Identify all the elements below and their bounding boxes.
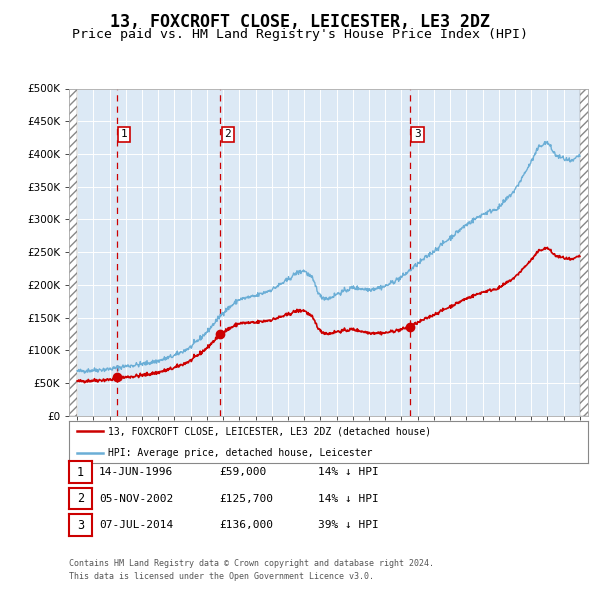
Text: 1: 1: [77, 466, 84, 478]
Text: Contains HM Land Registry data © Crown copyright and database right 2024.: Contains HM Land Registry data © Crown c…: [69, 559, 434, 568]
Text: 13, FOXCROFT CLOSE, LEICESTER, LE3 2DZ: 13, FOXCROFT CLOSE, LEICESTER, LE3 2DZ: [110, 13, 490, 31]
Bar: [580, 88, 590, 416]
Text: 14-JUN-1996: 14-JUN-1996: [99, 467, 173, 477]
Text: 13, FOXCROFT CLOSE, LEICESTER, LE3 2DZ (detached house): 13, FOXCROFT CLOSE, LEICESTER, LE3 2DZ (…: [108, 427, 431, 436]
Text: 1: 1: [121, 129, 128, 139]
Text: £136,000: £136,000: [219, 520, 273, 530]
Text: 14% ↓ HPI: 14% ↓ HPI: [318, 467, 379, 477]
Bar: [69, 88, 77, 416]
Text: 3: 3: [77, 519, 84, 532]
Text: 07-JUL-2014: 07-JUL-2014: [99, 520, 173, 530]
Text: 39% ↓ HPI: 39% ↓ HPI: [318, 520, 379, 530]
Text: £59,000: £59,000: [219, 467, 266, 477]
Text: HPI: Average price, detached house, Leicester: HPI: Average price, detached house, Leic…: [108, 448, 372, 457]
Text: £125,700: £125,700: [219, 494, 273, 503]
Text: 2: 2: [224, 129, 231, 139]
Text: 05-NOV-2002: 05-NOV-2002: [99, 494, 173, 503]
Text: This data is licensed under the Open Government Licence v3.0.: This data is licensed under the Open Gov…: [69, 572, 374, 581]
Text: 14% ↓ HPI: 14% ↓ HPI: [318, 494, 379, 503]
Text: 2: 2: [77, 492, 84, 505]
Text: 3: 3: [414, 129, 421, 139]
Text: Price paid vs. HM Land Registry's House Price Index (HPI): Price paid vs. HM Land Registry's House …: [72, 28, 528, 41]
